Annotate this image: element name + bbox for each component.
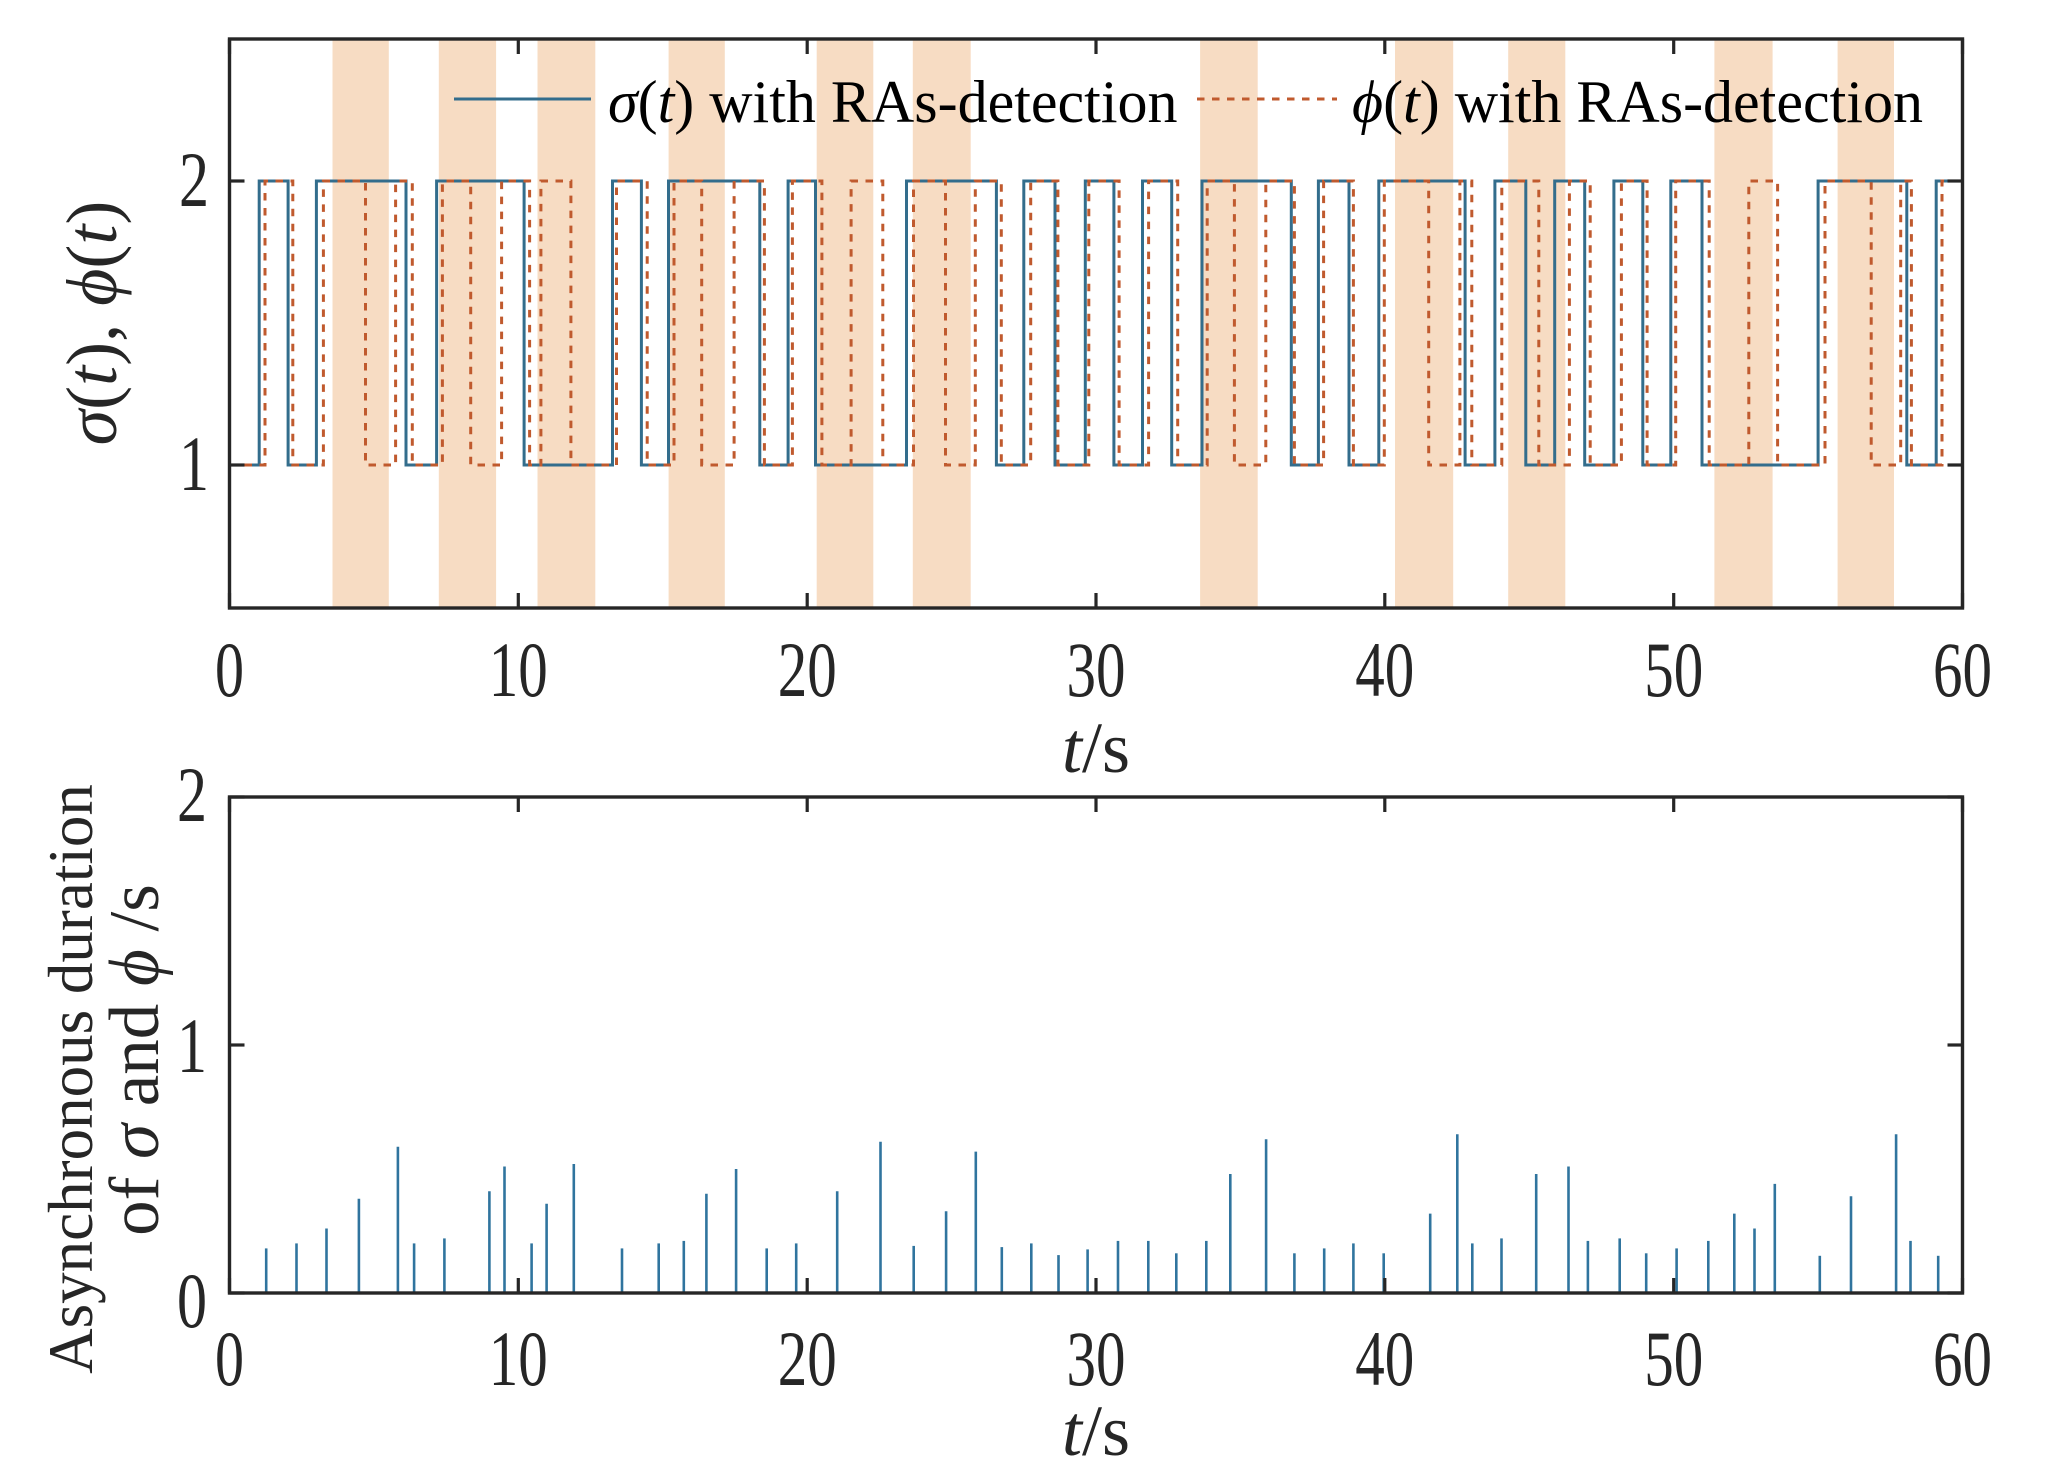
svg-text:of σ and ϕ /s: of σ and ϕ /s [96,884,174,1236]
svg-text:30: 30 [1067,1315,1126,1402]
svg-text:10: 10 [489,1315,548,1402]
svg-text:0: 0 [177,1257,207,1344]
svg-text:10: 10 [489,626,548,713]
svg-text:t/s: t/s [1062,708,1130,788]
svg-text:20: 20 [778,626,837,713]
svg-text:30: 30 [1067,626,1126,713]
svg-text:ϕ(t) with RAs-detection: ϕ(t) with RAs-detection [1352,69,1923,135]
svg-text:0: 0 [215,626,244,713]
svg-text:2: 2 [177,751,207,838]
svg-text:1: 1 [179,420,209,507]
svg-text:40: 40 [1355,626,1414,713]
svg-text:50: 50 [1644,626,1703,713]
svg-text:40: 40 [1355,1315,1414,1402]
svg-text:60: 60 [1933,626,1992,713]
svg-text:60: 60 [1933,1315,1992,1402]
svg-text:Asynchronous duration: Asynchronous duration [36,784,106,1374]
svg-text:σ(t) with RAs-detection: σ(t) with RAs-detection [608,69,1177,135]
svg-text:1: 1 [177,1002,207,1089]
svg-text:0: 0 [215,1315,244,1402]
svg-text:20: 20 [778,1315,837,1402]
svg-text:t/s: t/s [1062,1391,1130,1471]
svg-text:50: 50 [1644,1315,1703,1402]
svg-text:σ(t), ϕ(t): σ(t), ϕ(t) [52,201,132,446]
svg-text:2: 2 [179,136,209,223]
